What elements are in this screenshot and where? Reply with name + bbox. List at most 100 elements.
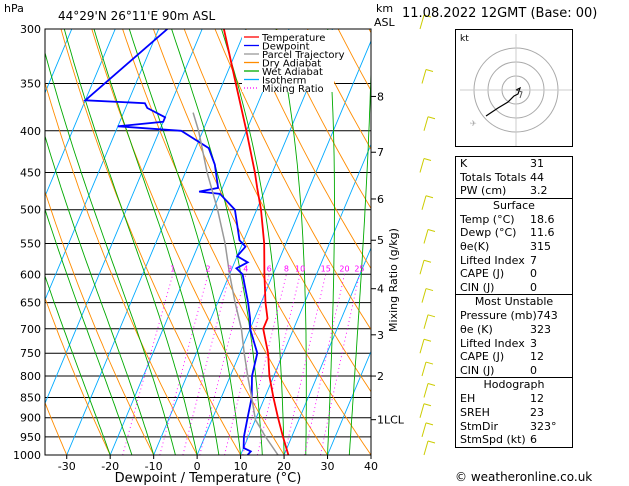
wind-barb bbox=[421, 288, 427, 303]
plot-frame bbox=[44, 28, 372, 456]
wind-barb-flag bbox=[425, 361, 434, 365]
pressure-tick-label: 950 bbox=[20, 431, 41, 444]
legend-label: Isotherm bbox=[262, 76, 306, 87]
pressure-unit: hPa bbox=[4, 2, 24, 15]
table-label: CAPE (J) bbox=[460, 267, 505, 281]
isotherm bbox=[196, 39, 371, 455]
indices-table: K 31 Totals Totals 44 PW (cm) 3.2 Surface Tem… bbox=[455, 156, 573, 448]
wet-adiabat bbox=[45, 51, 176, 455]
table-value: 3 bbox=[530, 336, 537, 350]
mixing-ratio-line bbox=[122, 274, 174, 455]
table-label: θe(K) bbox=[460, 239, 490, 253]
pressure-tick-label: 450 bbox=[20, 166, 41, 179]
mixing-ratio-line bbox=[182, 274, 231, 455]
wind-barb bbox=[423, 383, 429, 398]
dry-adiabat bbox=[122, 29, 328, 455]
table-value: 31 bbox=[530, 157, 544, 170]
wind-barb bbox=[423, 229, 429, 244]
pressure-tick-label: 650 bbox=[20, 297, 41, 310]
table-label: StmDir bbox=[460, 419, 499, 433]
mixing-ratio-line bbox=[224, 274, 270, 455]
table-label: EH bbox=[460, 392, 476, 406]
wet-adiabat bbox=[275, 29, 307, 455]
mixing-ratio-line bbox=[256, 274, 301, 455]
wind-barb bbox=[423, 440, 429, 456]
table-row: EH 12 bbox=[456, 392, 572, 406]
wet-adiabat bbox=[45, 274, 111, 455]
pressure-tick-label: 900 bbox=[20, 412, 41, 425]
isotherm bbox=[45, 29, 160, 301]
dry-adiabat bbox=[45, 401, 68, 455]
table-row: θe(K) 315 bbox=[456, 240, 572, 254]
height-tick-label: 8 bbox=[377, 90, 384, 103]
table-value: 11.6 bbox=[530, 226, 555, 240]
table-label: Dewp (°C) bbox=[460, 226, 517, 240]
pressure-tick-label: 800 bbox=[20, 370, 41, 383]
mixing-ratio-label: 10 bbox=[295, 264, 305, 273]
height-tick-label: 2 bbox=[377, 370, 384, 383]
wind-barb bbox=[421, 422, 427, 437]
table-label: CIN (J) bbox=[460, 280, 495, 294]
table-row: Pressure (mb) 743 bbox=[456, 309, 572, 323]
table-value: 0 bbox=[530, 267, 537, 281]
copyright: © weatheronline.co.uk bbox=[455, 470, 593, 484]
table-label: Lifted Index bbox=[460, 336, 525, 350]
table-row: PW (cm) 3.2 bbox=[456, 184, 572, 198]
mixing-ratio-label: 6 bbox=[267, 264, 272, 273]
dry-adiabat bbox=[585, 29, 629, 455]
dry-adiabat bbox=[45, 81, 198, 455]
wind-barbs bbox=[419, 14, 436, 456]
mixing-ratio-label: 8 bbox=[284, 264, 289, 273]
height-unit-asl: ASL bbox=[374, 16, 396, 29]
table-row: CIN (J) 0 bbox=[456, 281, 572, 295]
mixing-ratio-label: 20 bbox=[339, 264, 349, 273]
isotherm bbox=[153, 29, 334, 455]
wind-barb-flag bbox=[427, 116, 436, 120]
pressure-tick-label: 400 bbox=[20, 125, 41, 138]
table-value: 323 bbox=[530, 322, 551, 336]
mixing-ratio-axis-label: Mixing Ratio (g/kg) bbox=[387, 228, 400, 332]
table-row: CAPE (J) 0 bbox=[456, 267, 572, 281]
legend-label: Dry Adiabat bbox=[262, 59, 321, 70]
table-row: StmSpd (kt) 6 bbox=[456, 433, 572, 447]
table-value: 18.6 bbox=[530, 212, 555, 226]
table-label: CIN (J) bbox=[460, 363, 495, 377]
wind-barb-flag bbox=[423, 338, 432, 342]
table-label: Lifted Index bbox=[460, 253, 525, 267]
height-tick-label: 5 bbox=[377, 234, 384, 247]
location-title: 44°29'N 26°11'E 90m ASL bbox=[58, 9, 215, 23]
hodograph-title: Hodograph bbox=[456, 377, 572, 392]
wind-barb-flag bbox=[423, 14, 432, 18]
wind-barb bbox=[421, 195, 427, 210]
table-row: Lifted Index 3 bbox=[456, 337, 572, 351]
pressure-tick-label: 300 bbox=[20, 23, 41, 36]
wet-adiabat bbox=[63, 29, 198, 455]
wet-adiabat bbox=[348, 53, 371, 455]
wet-adiabat bbox=[221, 29, 285, 455]
table-row: SREH 23 bbox=[456, 406, 572, 420]
pressure-tick-label: 500 bbox=[20, 204, 41, 217]
wind-barb-flag bbox=[427, 228, 436, 232]
most-unstable-title: Most Unstable bbox=[456, 294, 572, 309]
mixing-ratio-line bbox=[199, 274, 247, 455]
legend-box bbox=[242, 30, 334, 92]
wind-barb bbox=[421, 361, 427, 377]
wet-adiabat bbox=[128, 29, 242, 455]
mixing-ratio-line bbox=[304, 274, 345, 455]
dry-adiabat bbox=[214, 29, 371, 331]
wind-barb-flag bbox=[427, 440, 436, 444]
legend-label: Wet Adiabat bbox=[262, 67, 323, 78]
mixing-ratio-line bbox=[320, 274, 360, 455]
height-tick-label: 7 bbox=[377, 146, 384, 159]
table-row: CAPE (J) 12 bbox=[456, 350, 572, 364]
wind-barb bbox=[423, 116, 429, 131]
wind-barb bbox=[419, 339, 425, 354]
legend-label: Mixing Ratio bbox=[262, 84, 324, 95]
dry-adiabat bbox=[91, 29, 285, 455]
legend-label: Parcel Trajectory bbox=[262, 50, 345, 61]
x-tick-label: -10 bbox=[145, 460, 163, 473]
dry-adiabat bbox=[306, 29, 371, 151]
table-row: CIN (J) 0 bbox=[456, 364, 572, 378]
table-value: 44 bbox=[530, 170, 544, 184]
